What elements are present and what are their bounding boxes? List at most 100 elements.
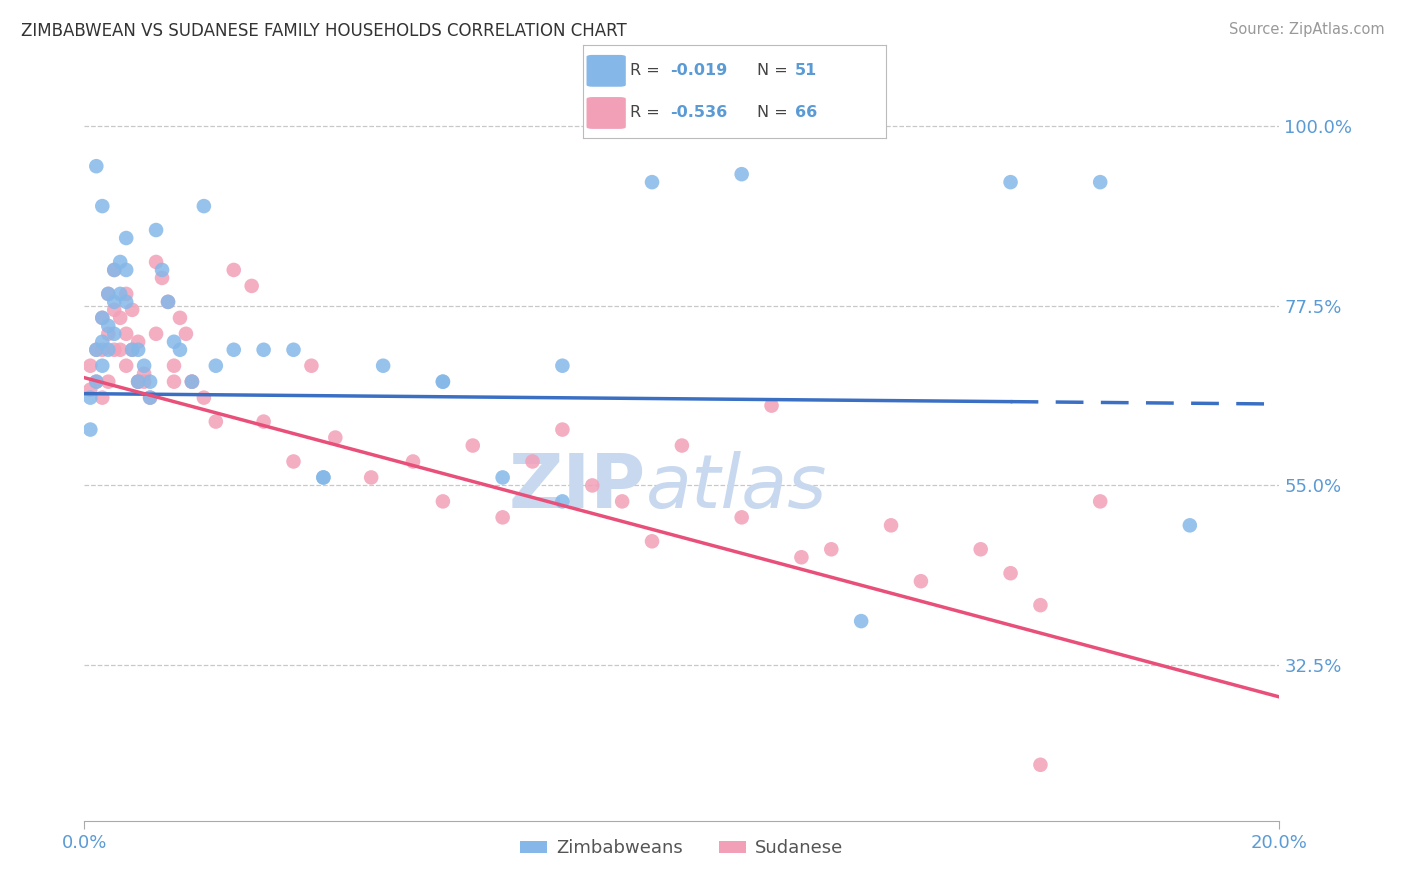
- Point: [150, 263, 173, 277]
- Point: [193, 391, 215, 405]
- Point: [115, 231, 138, 245]
- Point: [97, 343, 120, 357]
- Point: [240, 279, 263, 293]
- Point: [492, 510, 515, 524]
- Point: [970, 542, 993, 557]
- Point: [79, 383, 101, 397]
- Point: [551, 494, 574, 508]
- Point: [283, 454, 305, 468]
- Point: [373, 359, 395, 373]
- Point: [86, 343, 108, 357]
- Point: [79, 391, 101, 405]
- Point: [97, 375, 120, 389]
- Point: [139, 391, 162, 405]
- Point: [145, 326, 167, 341]
- FancyBboxPatch shape: [586, 55, 626, 87]
- Point: [110, 343, 132, 357]
- Point: [790, 550, 813, 565]
- Point: [163, 375, 186, 389]
- Point: [1029, 598, 1052, 612]
- Point: [86, 375, 108, 389]
- Point: [132, 367, 156, 381]
- Point: [193, 199, 215, 213]
- Text: -0.536: -0.536: [669, 105, 727, 120]
- Point: [97, 318, 120, 333]
- Point: [205, 415, 228, 429]
- Point: [181, 375, 204, 389]
- Text: atlas: atlas: [647, 451, 828, 523]
- Text: R =: R =: [630, 105, 659, 120]
- Point: [1090, 175, 1112, 189]
- Text: N =: N =: [758, 63, 787, 78]
- Point: [103, 263, 125, 277]
- Point: [91, 359, 114, 373]
- Point: [115, 286, 138, 301]
- Point: [91, 391, 114, 405]
- Point: [522, 454, 544, 468]
- Point: [312, 470, 335, 484]
- Point: [205, 359, 228, 373]
- Point: [86, 343, 108, 357]
- Point: [174, 326, 197, 341]
- Text: 66: 66: [796, 105, 817, 120]
- Point: [139, 375, 162, 389]
- Point: [127, 343, 149, 357]
- Point: [169, 343, 191, 357]
- Point: [581, 478, 603, 492]
- Point: [115, 359, 138, 373]
- Point: [731, 167, 754, 181]
- Point: [127, 375, 149, 389]
- Point: [121, 343, 143, 357]
- Point: [91, 199, 114, 213]
- Point: [461, 438, 484, 452]
- Point: [253, 343, 276, 357]
- Point: [1090, 494, 1112, 508]
- Point: [103, 326, 125, 341]
- Point: [145, 223, 167, 237]
- Point: [820, 542, 842, 557]
- Point: [253, 415, 276, 429]
- Point: [301, 359, 323, 373]
- Point: [103, 343, 125, 357]
- Point: [110, 286, 132, 301]
- Point: [1178, 518, 1201, 533]
- Point: [312, 470, 335, 484]
- Text: ZIP: ZIP: [509, 450, 647, 524]
- Point: [132, 375, 156, 389]
- Text: N =: N =: [758, 105, 787, 120]
- Text: ZIMBABWEAN VS SUDANESE FAMILY HOUSEHOLDS CORRELATION CHART: ZIMBABWEAN VS SUDANESE FAMILY HOUSEHOLDS…: [21, 22, 627, 40]
- Point: [163, 334, 186, 349]
- Point: [432, 375, 454, 389]
- Point: [91, 310, 114, 325]
- Point: [169, 310, 191, 325]
- Point: [86, 375, 108, 389]
- Point: [360, 470, 382, 484]
- Point: [181, 375, 204, 389]
- Point: [222, 343, 245, 357]
- Point: [127, 375, 149, 389]
- Point: [103, 294, 125, 309]
- Point: [115, 294, 138, 309]
- Text: 51: 51: [796, 63, 817, 78]
- Point: [103, 263, 125, 277]
- Point: [163, 359, 186, 373]
- Point: [432, 494, 454, 508]
- Point: [91, 310, 114, 325]
- Point: [851, 614, 873, 628]
- Point: [181, 375, 204, 389]
- Point: [79, 423, 101, 437]
- Point: [551, 423, 574, 437]
- Point: [103, 302, 125, 317]
- Point: [97, 286, 120, 301]
- Point: [121, 343, 143, 357]
- Point: [402, 454, 425, 468]
- Point: [1000, 175, 1022, 189]
- Point: [1029, 757, 1052, 772]
- Point: [283, 343, 305, 357]
- Point: [91, 343, 114, 357]
- Point: [641, 175, 664, 189]
- Text: Source: ZipAtlas.com: Source: ZipAtlas.com: [1229, 22, 1385, 37]
- Point: [79, 359, 101, 373]
- Point: [1000, 566, 1022, 581]
- Point: [222, 263, 245, 277]
